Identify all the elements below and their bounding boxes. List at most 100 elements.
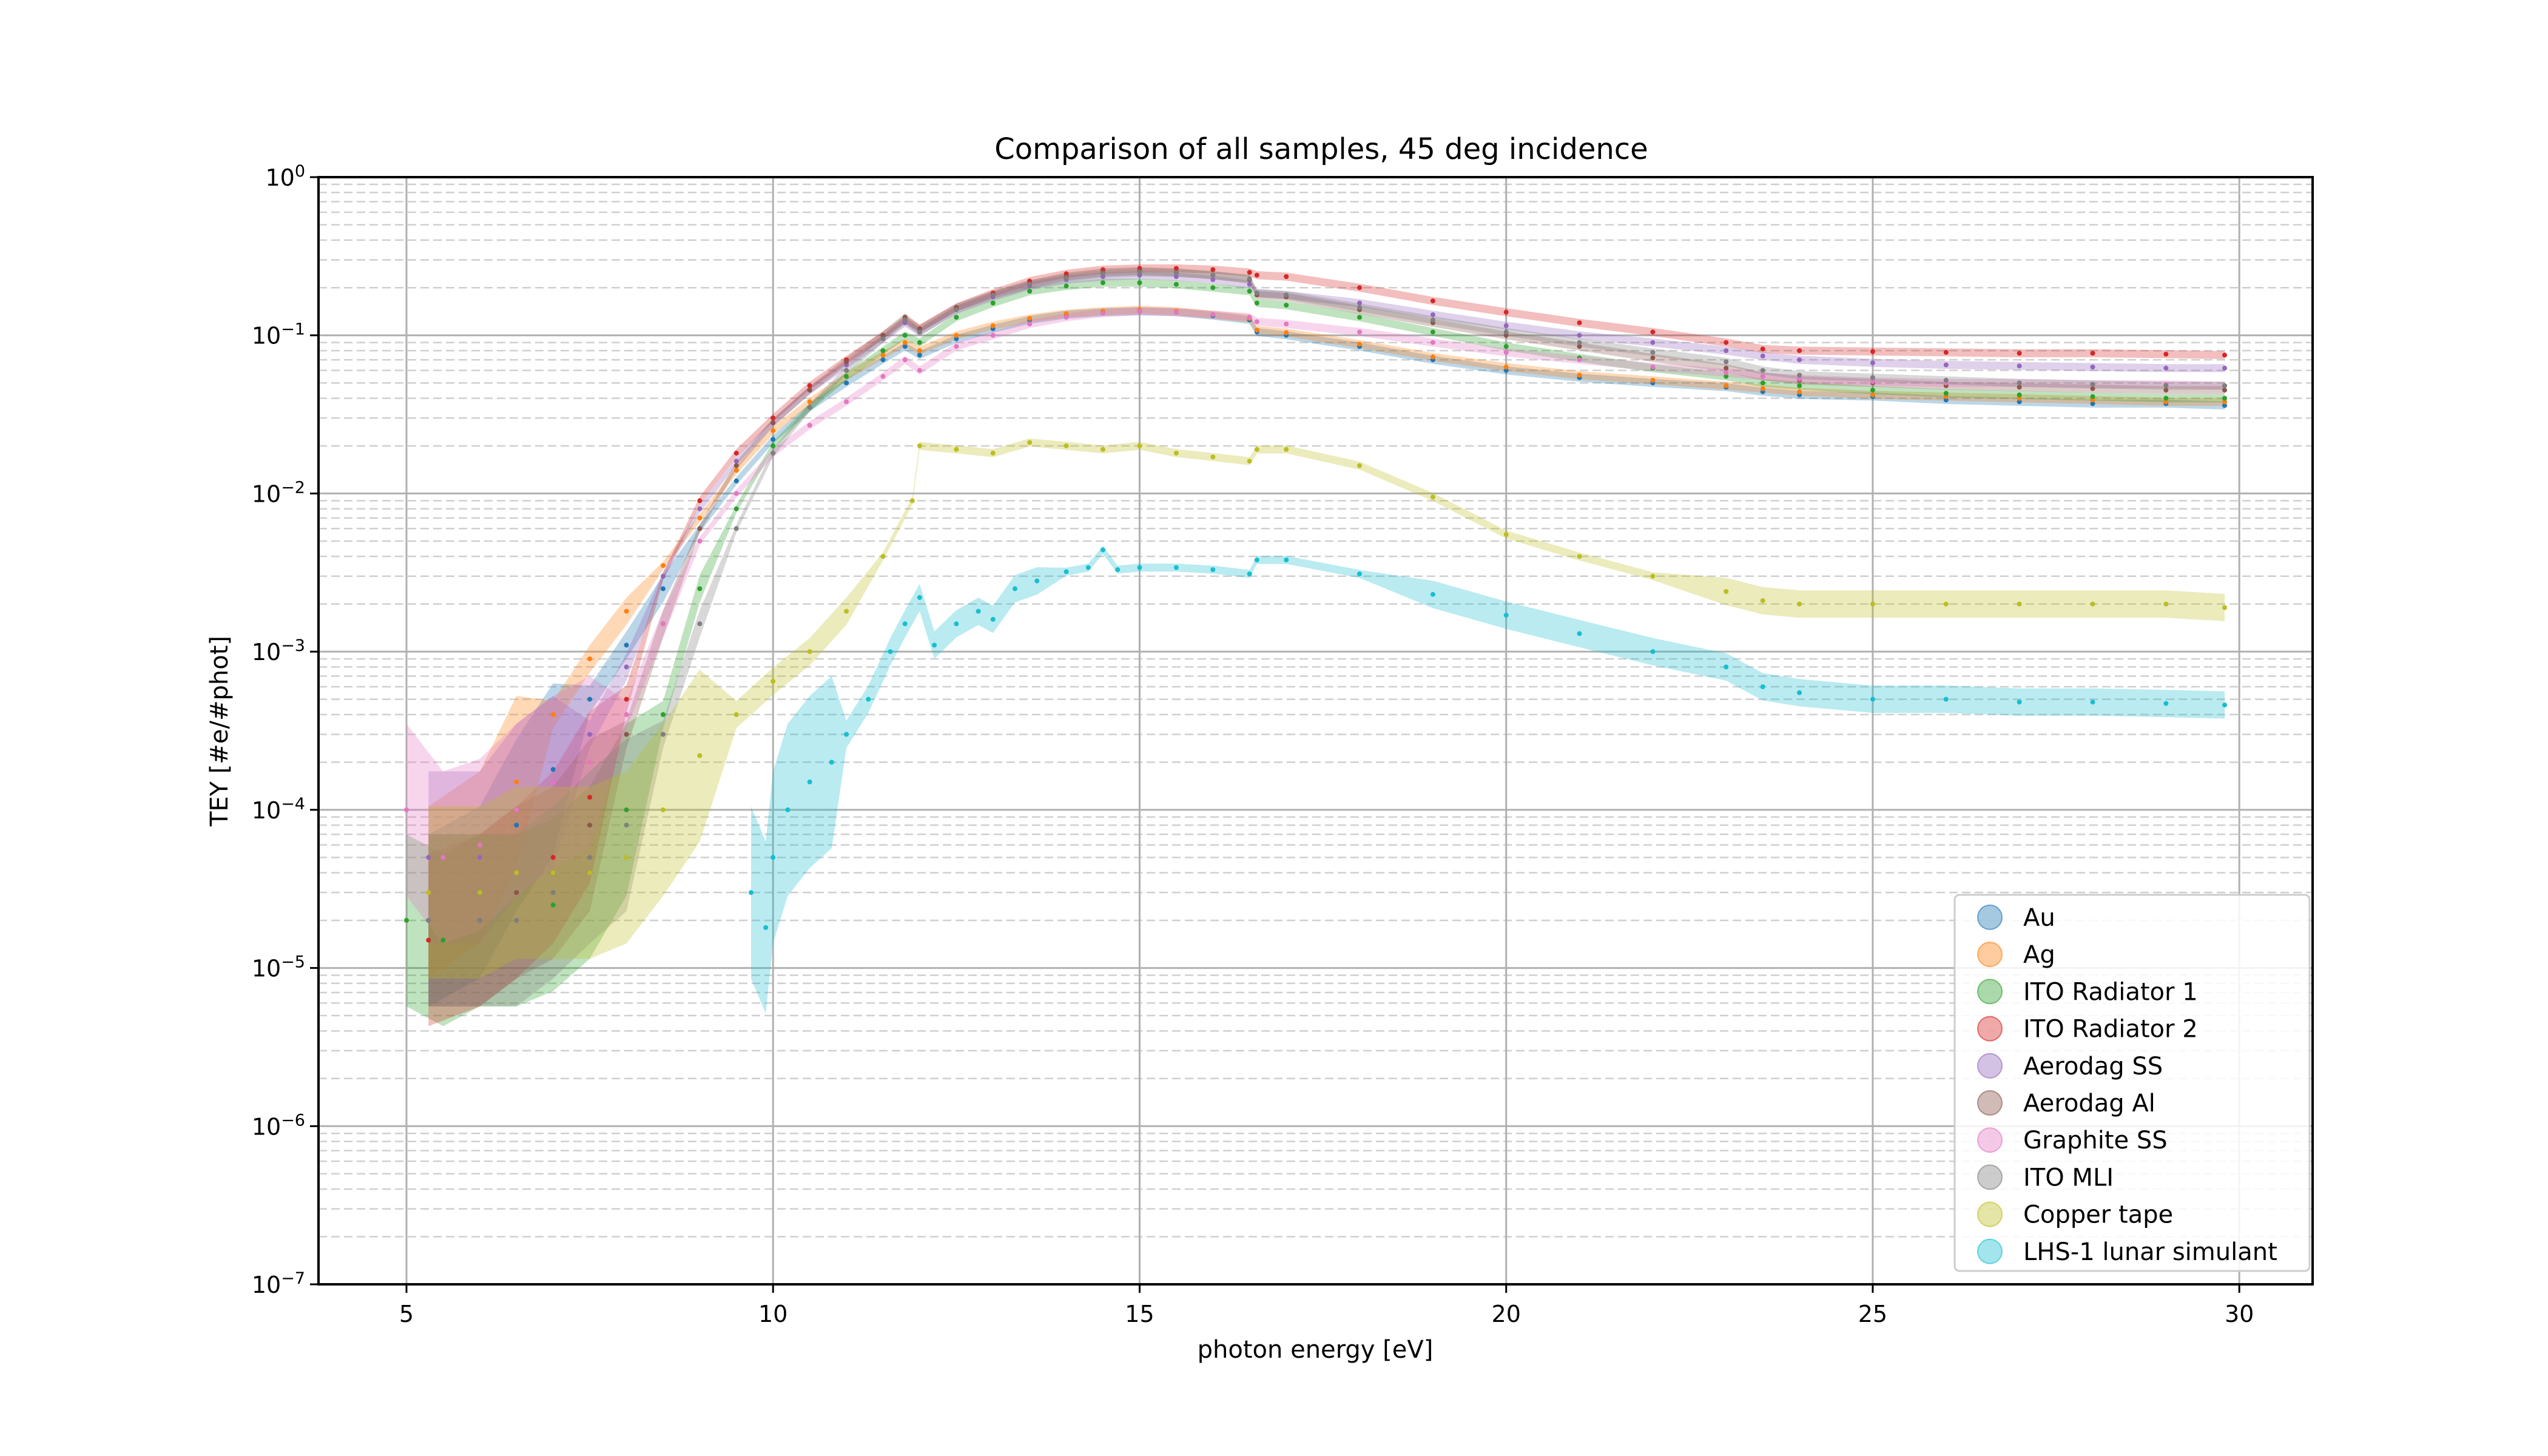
legend-label: ITO Radiator 1 <box>2023 978 2198 1006</box>
data-point <box>1210 267 1216 272</box>
data-point <box>2090 397 2095 403</box>
legend-label: Aerodag Al <box>2023 1090 2155 1117</box>
data-point <box>1503 344 1509 349</box>
data-point <box>514 890 519 895</box>
y-tick-label: 10−2 <box>252 478 305 508</box>
data-point <box>1760 380 1765 386</box>
y-tick-label: 10−1 <box>252 320 305 349</box>
data-point <box>587 870 593 875</box>
data-points <box>404 266 2227 943</box>
data-point <box>1357 285 1362 291</box>
data-point <box>1797 348 1802 353</box>
data-point <box>1137 443 1142 448</box>
data-point <box>990 323 996 328</box>
data-point <box>770 428 776 433</box>
data-point <box>1027 322 1033 326</box>
data-point <box>770 416 776 420</box>
data-point <box>807 383 812 388</box>
y-tick-label: 100 <box>265 162 305 192</box>
data-point <box>844 399 849 405</box>
data-point <box>1650 355 1656 360</box>
data-point <box>917 352 922 358</box>
data-point <box>1943 377 1949 383</box>
data-point <box>2017 396 2022 401</box>
y-tick-label: 10−5 <box>252 952 305 982</box>
data-point <box>404 918 409 923</box>
data-point <box>1284 292 1289 298</box>
data-point <box>2017 385 2022 390</box>
data-point <box>866 696 871 702</box>
data-point <box>1650 340 1656 345</box>
data-point <box>1870 388 1875 393</box>
data-point <box>954 315 959 320</box>
data-point <box>661 563 666 568</box>
data-point <box>1797 357 1802 363</box>
data-point <box>807 779 812 784</box>
data-point <box>1357 329 1362 335</box>
data-point <box>1870 349 1875 354</box>
data-point <box>697 538 703 544</box>
data-point <box>1430 312 1435 317</box>
data-point <box>1943 397 1949 403</box>
data-point <box>477 842 482 848</box>
data-point <box>587 732 593 737</box>
data-point <box>1254 558 1259 562</box>
y-axis-label: TEY [#e/#phot] <box>206 636 234 827</box>
data-point <box>1503 332 1509 338</box>
data-point <box>1797 389 1802 394</box>
data-point <box>880 336 886 342</box>
data-point <box>1650 573 1656 579</box>
data-point <box>1577 344 1582 349</box>
legend-marker <box>1977 1164 2003 1190</box>
data-point <box>2222 383 2227 388</box>
data-point <box>1210 272 1216 278</box>
data-point <box>1650 649 1656 655</box>
chart-title: Comparison of all samples, 45 deg incide… <box>994 132 1648 166</box>
x-tick-label: 20 <box>1492 1301 1521 1327</box>
data-point <box>807 423 812 428</box>
data-point <box>514 823 519 828</box>
legend: Au Ag ITO Radiator 1 ITO Radiator 2 Aerodag … <box>1953 894 2311 1272</box>
data-point <box>2090 601 2095 607</box>
data-point <box>2090 386 2095 391</box>
data-point <box>2090 699 2095 705</box>
data-point <box>1137 565 1142 570</box>
data-point <box>1430 298 1435 303</box>
data-point <box>1724 340 1729 345</box>
data-point <box>733 450 739 456</box>
data-point <box>661 573 666 579</box>
data-point <box>661 732 666 737</box>
data-point <box>749 890 753 895</box>
data-point <box>1577 372 1582 378</box>
data-point <box>1013 586 1017 592</box>
data-point <box>1503 309 1509 315</box>
data-point <box>550 779 556 784</box>
data-point <box>1503 349 1509 355</box>
data-point <box>807 405 812 410</box>
data-point <box>550 890 556 895</box>
data-point <box>917 340 922 345</box>
data-point <box>1284 274 1289 279</box>
data-point <box>1870 696 1875 702</box>
data-point <box>1650 365 1656 369</box>
data-point <box>2222 352 2227 358</box>
data-point <box>2222 396 2227 401</box>
data-point <box>1943 601 1949 607</box>
data-point <box>880 352 886 358</box>
data-point <box>1724 383 1729 388</box>
error-band <box>428 268 2225 1006</box>
data-point <box>1430 340 1435 345</box>
legend-marker <box>1977 979 2003 1005</box>
data-point <box>1870 360 1875 366</box>
data-point <box>807 388 812 393</box>
data-point <box>770 420 776 425</box>
data-point <box>1173 266 1179 271</box>
data-point <box>514 918 519 923</box>
data-point <box>1797 383 1802 388</box>
data-point <box>514 807 519 812</box>
axis-ticks: 5 10 15 20 25 30 10−7 10−6 10−5 10−4 10−3 10−2 10−1 1… <box>252 162 2254 1328</box>
data-point <box>733 491 739 496</box>
data-point <box>587 795 593 800</box>
data-point <box>733 468 739 473</box>
data-point <box>2090 394 2095 399</box>
